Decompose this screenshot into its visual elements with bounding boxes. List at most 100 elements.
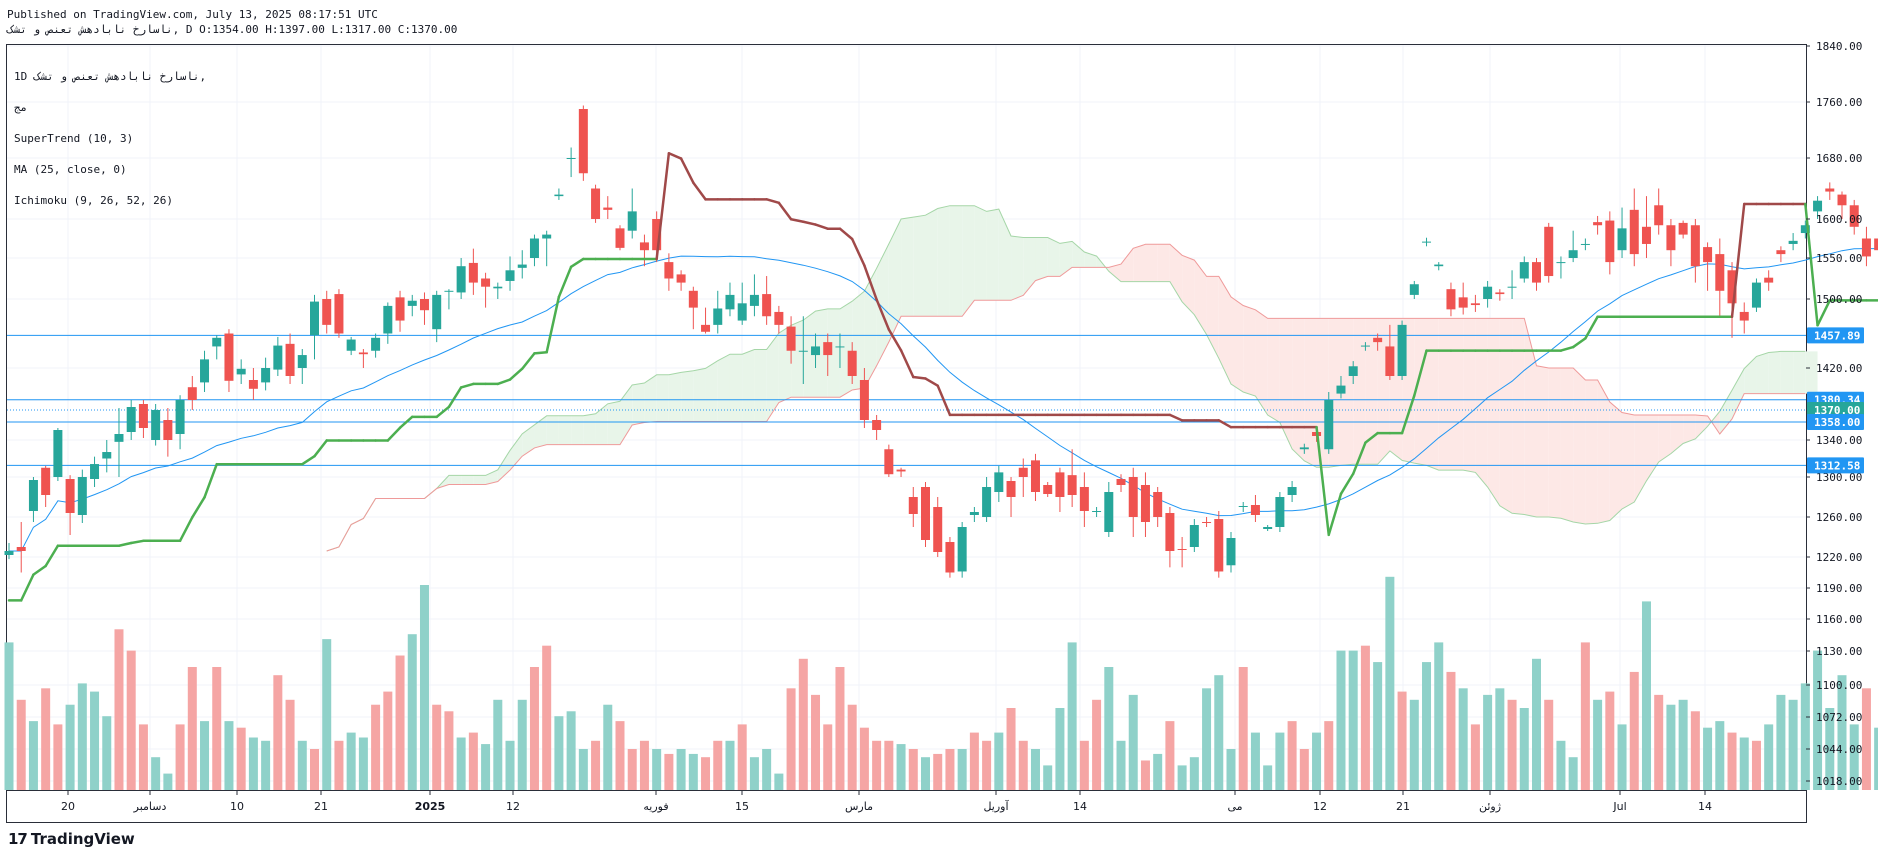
supertrend-segment (1730, 202, 1746, 319)
candle-body (1825, 188, 1835, 192)
candle-body (4, 551, 14, 555)
price-axis[interactable]: 1840.00 1760.00 1680.00 1600.00 1550.00 1500.… (1806, 40, 1862, 788)
candle-body (383, 305, 393, 334)
cloud-segment (888, 219, 902, 343)
candle-body (1006, 481, 1016, 497)
candle-body (248, 380, 258, 389)
volume-bar (114, 629, 124, 790)
volume-bar (1666, 704, 1676, 790)
volume-bar (1751, 740, 1761, 790)
cloud-segment (1304, 318, 1317, 468)
candle-body (90, 464, 100, 479)
volume-bar (1446, 671, 1456, 790)
cloud-segment (949, 205, 963, 317)
x-tick-label: 21 (1396, 800, 1410, 813)
cloud-segment (1121, 248, 1134, 282)
candle-body (1629, 209, 1639, 255)
price-label-box (1807, 414, 1864, 430)
candle-body (1617, 228, 1627, 251)
candle-body (1641, 226, 1651, 244)
candle-body (1128, 477, 1138, 517)
volume-bar (1764, 724, 1774, 790)
cloud-segment (839, 301, 853, 398)
candle-body (1360, 345, 1370, 347)
candle-body (737, 303, 747, 321)
candle-body (1043, 485, 1053, 494)
indicator-legend: 1D ناسارخ نابادهش تعنص و تشک, مج SuperTr… (14, 53, 206, 224)
volume-bar (933, 753, 943, 790)
cloud-segment (1267, 318, 1280, 423)
volume-bar (1861, 688, 1871, 790)
candle-body (762, 294, 772, 317)
volume-bar (456, 737, 466, 790)
cloud-segment (754, 349, 767, 422)
time-axis[interactable]: 20 دسامبر 10 21 2025 12 فوریه 15 مارس آوریل 14 می 12… (61, 790, 1712, 813)
legend-symbol[interactable]: 1D ناسارخ نابادهش تعنص و تشک, (14, 69, 206, 85)
volume-bar (1030, 749, 1040, 790)
cloud-segment (803, 311, 816, 398)
supertrend-segment (203, 462, 218, 499)
candle-body (297, 355, 307, 368)
cloud-segment (522, 424, 535, 457)
y-tick-label: 1072.00 (1816, 711, 1862, 724)
volume-bar (419, 585, 429, 790)
supertrend-segment (1400, 394, 1416, 435)
candle-body (212, 337, 222, 347)
volume-bar (90, 691, 100, 790)
legend-ma[interactable]: MA (25, close, 0) (14, 162, 127, 176)
x-tick-label: 14 (1073, 800, 1087, 813)
legend-supertrend[interactable]: SuperTrend (10, 3) (14, 131, 134, 145)
volume-bar (358, 737, 368, 790)
volume-bar (823, 724, 833, 790)
volume-bar (16, 699, 26, 790)
volume-bar (1715, 721, 1725, 790)
supertrend-segment (1351, 441, 1367, 476)
candle-body (945, 542, 955, 573)
volume-bar (1067, 642, 1077, 790)
volume-bar (749, 757, 759, 790)
candle-body (676, 274, 686, 283)
supertrend-segment (117, 541, 133, 547)
candle-body (994, 472, 1004, 492)
volume-bar (1422, 662, 1432, 790)
supertrend-segment (789, 217, 805, 223)
volume-bar (1287, 721, 1297, 790)
volume-bar (346, 732, 356, 790)
tradingview-branding[interactable]: 17 TradingView (8, 830, 135, 848)
cloud-segment (1573, 368, 1586, 524)
volume-bar (505, 740, 515, 790)
x-tick-label: ژوئن (1479, 800, 1501, 813)
volume-bar (1727, 732, 1737, 790)
cloud-segment (1732, 368, 1745, 419)
cloud-segment (1548, 368, 1561, 519)
candle-body (933, 507, 943, 552)
volume-bar (1593, 699, 1603, 790)
cloud-segment (729, 354, 743, 422)
volume-bar (1519, 708, 1529, 790)
candle-body (77, 477, 87, 515)
x-tick-label: 20 (61, 800, 75, 813)
candle-body (1214, 519, 1224, 572)
supertrend-segment (191, 496, 206, 519)
candle-body (1348, 366, 1358, 376)
volume-bar (273, 675, 283, 790)
legend-ichimoku[interactable]: Ichimoku (9, 26, 52, 26) (14, 193, 173, 207)
volume-bar (725, 740, 735, 790)
volume-bar (517, 699, 527, 790)
cloud-segment (1231, 296, 1244, 392)
candle-body (16, 547, 26, 551)
candle-body (908, 497, 918, 514)
supertrend-segment (301, 454, 316, 466)
cloud-segment (1145, 244, 1158, 282)
volume-bar (1263, 765, 1273, 790)
volume-bar (615, 721, 625, 790)
candle-body (53, 430, 63, 477)
volume-bar (701, 757, 711, 790)
cloud-segment (1536, 365, 1549, 517)
candle-body (1092, 511, 1102, 512)
volume-bar (200, 721, 210, 790)
cloud-segment (1805, 351, 1818, 394)
candle-body (749, 294, 759, 306)
candle-body (261, 368, 271, 383)
